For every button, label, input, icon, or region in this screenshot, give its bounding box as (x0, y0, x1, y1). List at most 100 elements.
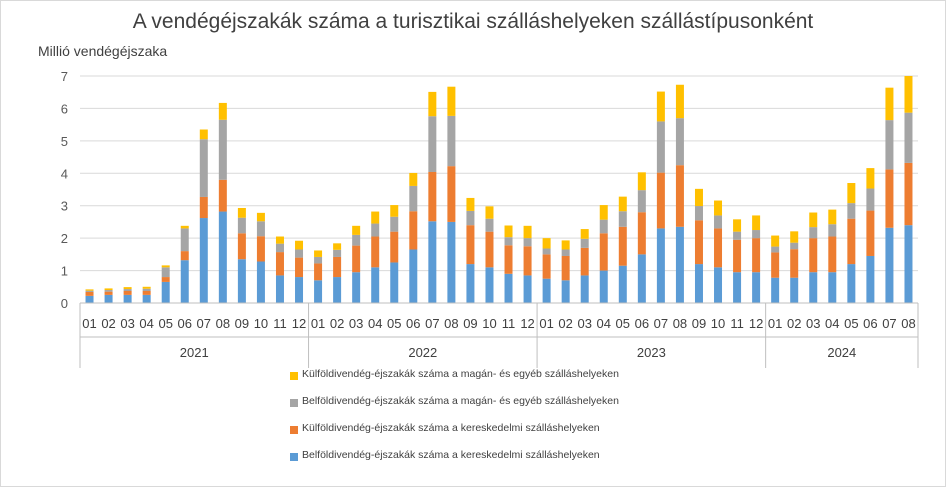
x-tick-label: 02 (558, 316, 572, 331)
bar-segment (885, 120, 894, 170)
bar-segment (656, 121, 665, 173)
y-tick-label: 1 (61, 264, 68, 279)
y-tick-label: 0 (61, 296, 68, 311)
legend-swatch (290, 426, 298, 434)
bar-segment (371, 223, 380, 237)
bar-segment (104, 288, 113, 291)
bar-segment (675, 226, 684, 303)
bar-segment (161, 281, 170, 303)
bar-segment (714, 228, 723, 268)
x-tick-label: 07 (654, 316, 668, 331)
bar-segment (790, 242, 799, 250)
bar-segment (104, 290, 113, 292)
bar-segment (656, 228, 665, 303)
x-tick-label: 03 (806, 316, 820, 331)
x-tick-label: 05 (158, 316, 172, 331)
bar-segment (199, 129, 208, 140)
x-tick-label: 11 (273, 316, 287, 331)
bar-segment (866, 210, 875, 256)
bar-segment (866, 188, 875, 211)
bar-segment (352, 272, 361, 303)
y-axis-label: Millió vendégéjszaka (38, 43, 168, 59)
bar-segment (504, 245, 513, 274)
bar-segment (161, 277, 170, 282)
bar-segment (275, 252, 284, 276)
bar-segment (333, 249, 342, 257)
bar-segment (275, 243, 284, 253)
bar-segment (333, 256, 342, 278)
x-tick-label: 08 (444, 316, 458, 331)
bar-segment (809, 212, 818, 228)
bar-segment (466, 197, 475, 211)
x-tick-label: 11 (502, 316, 516, 331)
x-tick-label: 02 (330, 316, 344, 331)
x-tick-label: 04 (368, 316, 382, 331)
bar-segment (142, 286, 151, 289)
x-tick-label: 06 (863, 316, 877, 331)
bar-segment (885, 87, 894, 121)
bar-segment (447, 86, 456, 116)
bar-segment (618, 196, 627, 212)
bar-segment (809, 227, 818, 239)
x-tick-label: 01 (539, 316, 553, 331)
x-tick-label: 09 (692, 316, 706, 331)
bar-segment (752, 238, 761, 273)
bar-segment (580, 229, 589, 239)
bar-segment (295, 277, 304, 303)
bar-segment (675, 165, 684, 227)
bar-segment (637, 172, 646, 191)
x-tick-label: 01 (768, 316, 782, 331)
legend-swatch (290, 453, 298, 461)
bar-segment (295, 257, 304, 278)
bar-segment (390, 216, 399, 232)
bar-segment (771, 246, 780, 253)
bar-segment (352, 225, 361, 235)
bar-segment (142, 291, 151, 295)
bar-segment (637, 212, 646, 255)
bar-segment (771, 277, 780, 303)
bar-segment (599, 205, 608, 220)
x-tick-label: 10 (711, 316, 725, 331)
bar-segment (352, 245, 361, 273)
legend-label: Külföldivendég-éjszakák száma a magán- é… (302, 368, 619, 380)
x-group-label: 2024 (827, 345, 856, 360)
bar-segment (180, 251, 189, 261)
x-tick-label: 07 (425, 316, 439, 331)
bar-segment (694, 206, 703, 221)
bar-segment (256, 212, 265, 222)
bar-segment (523, 238, 532, 247)
bar-segment (295, 249, 304, 258)
bar-segment (733, 272, 742, 303)
bar-segment (409, 211, 418, 250)
x-group-label: 2022 (408, 345, 437, 360)
x-tick-label: 09 (235, 316, 249, 331)
bar-segment (180, 225, 189, 229)
bar-segment (428, 116, 437, 172)
bar-segment (504, 273, 513, 303)
bar-segment (733, 219, 742, 232)
x-tick-label: 01 (311, 316, 325, 331)
bar-segment (904, 112, 913, 163)
bar-segment (656, 91, 665, 122)
x-tick-label: 07 (882, 316, 896, 331)
y-tick-label: 7 (61, 69, 68, 84)
bar-segment (637, 254, 646, 303)
legend-label: Külföldivendég-éjszakák száma a keresked… (302, 422, 600, 434)
x-tick-label: 03 (120, 316, 134, 331)
y-tick-label: 5 (61, 134, 68, 149)
bar-segment (199, 196, 208, 219)
bar-segment (199, 139, 208, 197)
bar-segment (599, 219, 608, 234)
bar-segment (561, 280, 570, 303)
x-tick-label: 03 (577, 316, 591, 331)
bar-segment (161, 267, 170, 278)
bar-segment (428, 221, 437, 303)
x-tick-label: 04 (139, 316, 153, 331)
bar-segment (123, 289, 132, 292)
bar-segment (790, 277, 799, 303)
bar-segment (790, 231, 799, 243)
bar-segment (180, 260, 189, 303)
bar-segment (523, 225, 532, 239)
bar-segment (637, 190, 646, 213)
